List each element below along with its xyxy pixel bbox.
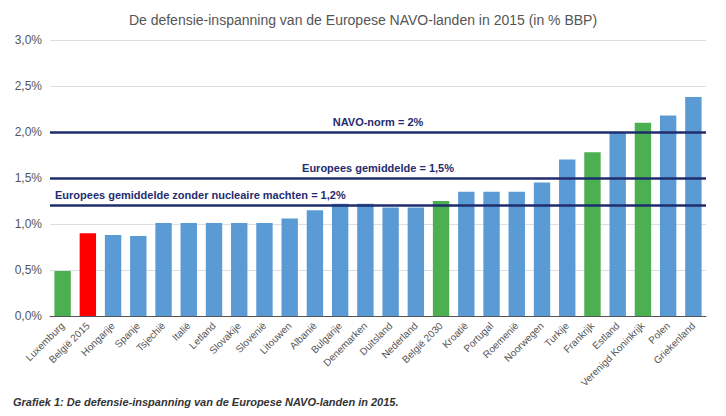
svg-text:1,0%: 1,0% — [15, 217, 43, 231]
svg-text:Tsjechië: Tsjechië — [134, 320, 168, 354]
svg-text:België 2030: België 2030 — [400, 320, 445, 365]
svg-text:Spanje: Spanje — [112, 320, 143, 350]
svg-text:Roemenië: Roemenië — [480, 320, 521, 361]
svg-text:Polen: Polen — [646, 320, 672, 346]
svg-text:Bulgarije: Bulgarije — [308, 320, 344, 356]
svg-text:Grafiek 1: De defensie-inspann: Grafiek 1: De defensie-inspanning van de… — [13, 396, 399, 408]
svg-text:Denemarken: Denemarken — [321, 320, 370, 369]
svg-text:0,5%: 0,5% — [15, 263, 43, 277]
svg-text:Turkije: Turkije — [542, 320, 572, 349]
svg-text:Frankrijk: Frankrijk — [562, 320, 597, 355]
svg-text:Italië: Italië — [170, 320, 193, 343]
svg-text:Kroatië: Kroatië — [440, 320, 471, 351]
svg-text:Europees gemiddelde = 1,5%: Europees gemiddelde = 1,5% — [302, 162, 454, 174]
svg-text:Duitsland: Duitsland — [357, 320, 395, 358]
svg-text:Letland: Letland — [186, 320, 218, 352]
svg-text:Estland: Estland — [590, 320, 622, 352]
svg-text:3,0%: 3,0% — [15, 33, 43, 47]
svg-text:NAVO-norm = 2%: NAVO-norm = 2% — [333, 116, 424, 128]
svg-text:Litouwen: Litouwen — [258, 320, 294, 356]
svg-text:Noorwegen: Noorwegen — [502, 320, 546, 364]
svg-text:Luxemburg: Luxemburg — [23, 320, 67, 364]
svg-text:Portugal: Portugal — [461, 320, 496, 355]
svg-text:2,5%: 2,5% — [15, 79, 43, 93]
svg-text:Slovakije: Slovakije — [207, 320, 244, 357]
svg-text:Europees gemiddelde zonder nuc: Europees gemiddelde zonder nucleaire mac… — [55, 189, 346, 201]
svg-text:Verenigd Koninkrijk: Verenigd Koninkrijk — [579, 320, 647, 388]
svg-text:2,0%: 2,0% — [15, 125, 43, 139]
svg-text:Griekenland: Griekenland — [651, 320, 697, 366]
svg-text:Albanië: Albanië — [287, 320, 319, 352]
svg-text:Nederland: Nederland — [379, 320, 420, 361]
svg-text:0,0%: 0,0% — [15, 309, 43, 323]
svg-text:Slovenië: Slovenië — [233, 320, 269, 355]
svg-text:België 2015: België 2015 — [47, 320, 92, 365]
svg-text:Hongarije: Hongarije — [79, 320, 117, 358]
svg-text:1,5%: 1,5% — [15, 171, 43, 185]
svg-text:De defensie-inspanning van de: De defensie-inspanning van de Europese N… — [129, 12, 597, 28]
